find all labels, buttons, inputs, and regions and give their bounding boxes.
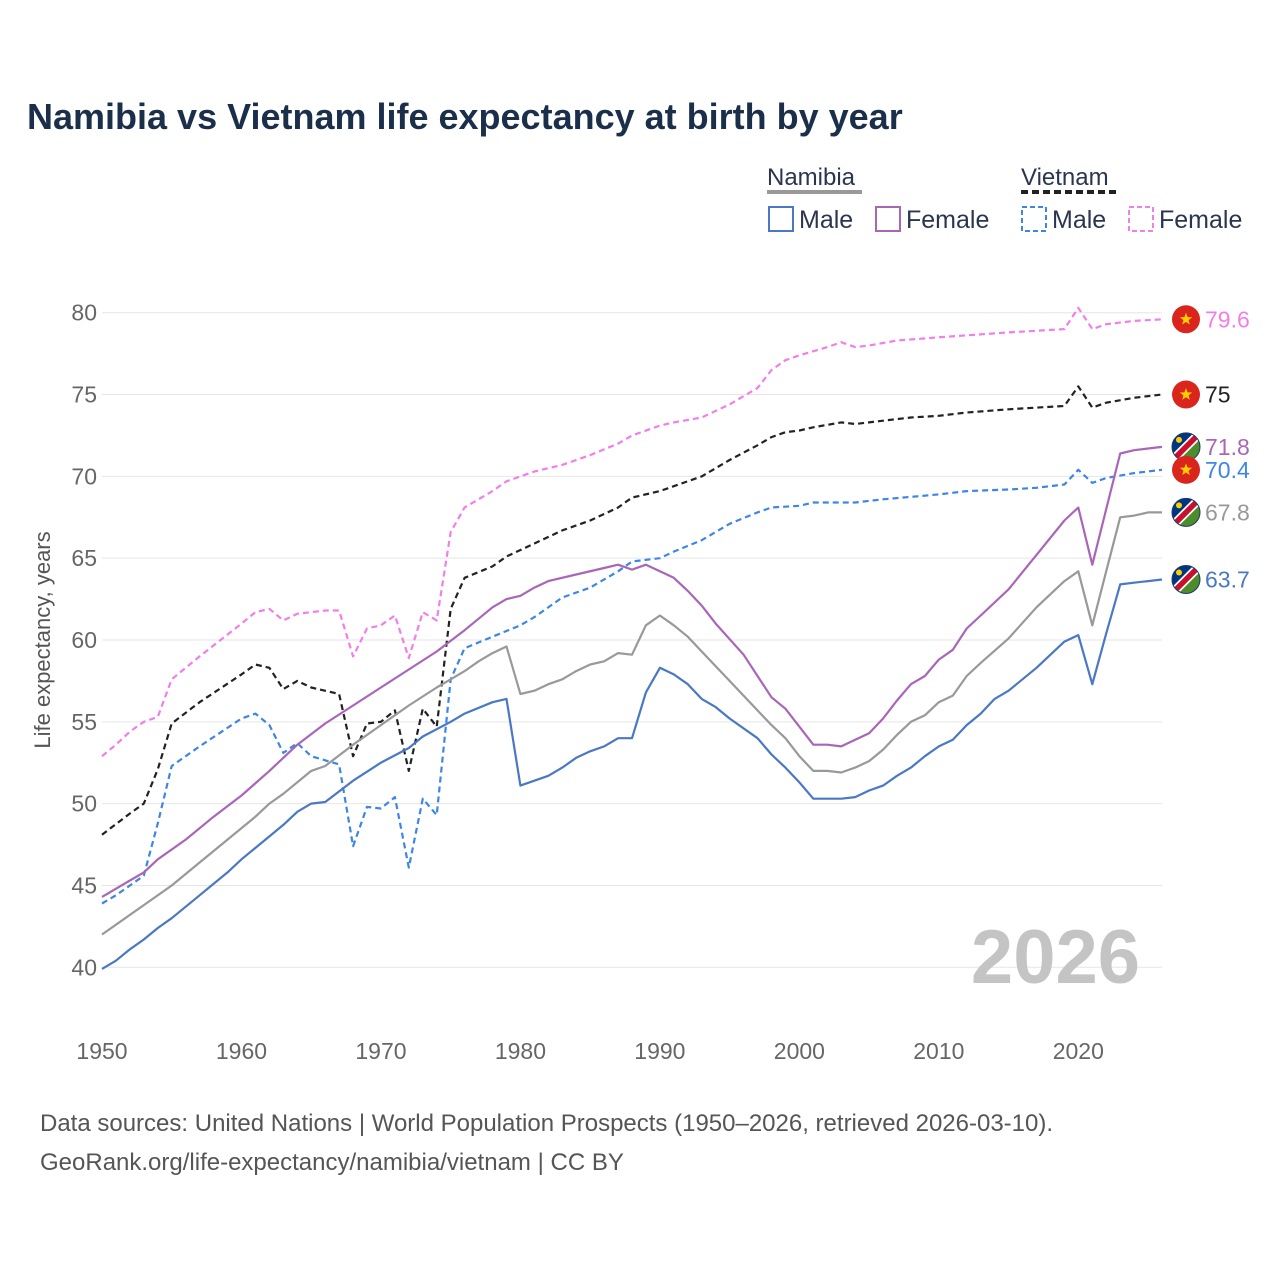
y-axis-ticks: 40 45 50 55 60 65 70 75 80 bbox=[71, 300, 97, 981]
year-watermark: 2026 bbox=[971, 915, 1140, 1000]
end-value-label: 71.8 bbox=[1205, 434, 1250, 460]
series-layer bbox=[101, 306, 1163, 970]
vietnam-flag-star bbox=[1179, 463, 1193, 476]
legend-swatch-vietnam-male bbox=[1021, 206, 1047, 232]
x-tick-label-2000: 2000 bbox=[774, 1038, 825, 1064]
end-label-vietnam-1: 75 bbox=[1172, 380, 1231, 409]
y-tick-label-80: 80 bbox=[71, 300, 97, 326]
legend-group-vietnam: Vietnam bbox=[1021, 164, 1109, 191]
vietnam-flag-star bbox=[1179, 388, 1193, 400]
source-line-1: Data sources: United Nations | World Pop… bbox=[40, 1110, 1053, 1137]
end-label-vietnam-3: 70.4 bbox=[1172, 455, 1250, 484]
y-tick-label-45: 45 bbox=[71, 872, 97, 898]
series-line-namibia-male bbox=[101, 578, 1163, 970]
y-tick-label-55: 55 bbox=[71, 709, 97, 735]
end-labels: 79.6 75 71.870.4 67.8 63.7 bbox=[1171, 305, 1250, 594]
y-tick-label-75: 75 bbox=[71, 382, 97, 408]
vietnam-flag-star bbox=[1179, 312, 1193, 325]
legend-swatch-namibia-female bbox=[875, 206, 901, 232]
namibia-flag-icon bbox=[1172, 565, 1200, 594]
chart-title: Namibia vs Vietnam life expectancy at bi… bbox=[27, 96, 903, 137]
namibia-flag-icon bbox=[1172, 498, 1200, 527]
x-tick-label-1990: 1990 bbox=[634, 1038, 685, 1064]
end-label-namibia-4: 67.8 bbox=[1171, 497, 1250, 527]
gridlines bbox=[102, 312, 1162, 968]
legend-label-namibia-male: Male bbox=[799, 206, 853, 234]
end-label-namibia-5: 63.7 bbox=[1171, 564, 1250, 594]
x-tick-label-1960: 1960 bbox=[216, 1038, 267, 1064]
y-tick-label-70: 70 bbox=[71, 463, 97, 489]
legend-swatch-vietnam-female bbox=[1128, 206, 1154, 232]
series-line-namibia-both bbox=[101, 511, 1162, 936]
y-axis-label: Life expectancy, years bbox=[30, 531, 55, 748]
legend-label-vietnam-female: Female bbox=[1159, 206, 1242, 234]
legend: Namibia Male Female Vietnam Male Female bbox=[767, 164, 1242, 234]
series-line-vietnam-female bbox=[101, 306, 1163, 758]
x-tick-label-1950: 1950 bbox=[76, 1038, 127, 1064]
y-tick-label-50: 50 bbox=[71, 791, 97, 817]
x-tick-label-1980: 1980 bbox=[495, 1038, 546, 1064]
y-tick-label-65: 65 bbox=[71, 545, 97, 571]
x-tick-label-2020: 2020 bbox=[1053, 1038, 1104, 1064]
end-label-vietnam-0: 79.6 bbox=[1172, 305, 1250, 334]
legend-group-namibia: Namibia bbox=[767, 164, 856, 191]
x-tick-label-2010: 2010 bbox=[913, 1038, 964, 1064]
legend-swatch-namibia-male bbox=[768, 206, 794, 232]
y-tick-label-40: 40 bbox=[71, 954, 97, 980]
source-line-2: GeoRank.org/life-expectancy/namibia/viet… bbox=[40, 1149, 624, 1176]
end-value-label: 70.4 bbox=[1205, 457, 1250, 483]
x-tick-label-1970: 1970 bbox=[355, 1038, 406, 1064]
end-value-label: 63.7 bbox=[1205, 566, 1250, 592]
legend-label-namibia-female: Female bbox=[906, 206, 989, 234]
y-tick-label-60: 60 bbox=[71, 627, 97, 653]
end-value-label: 67.8 bbox=[1205, 499, 1250, 525]
series-line-namibia-female bbox=[101, 445, 1163, 898]
end-value-label: 79.6 bbox=[1205, 306, 1250, 332]
end-value-label: 75 bbox=[1205, 382, 1231, 408]
x-axis-ticks: 1950 1960 1970 1980 1990 2000 2010 2020 bbox=[76, 1038, 1103, 1064]
series-line-vietnam-both bbox=[101, 385, 1163, 836]
series-line-vietnam-male bbox=[101, 468, 1163, 905]
legend-label-vietnam-male: Male bbox=[1052, 206, 1106, 234]
